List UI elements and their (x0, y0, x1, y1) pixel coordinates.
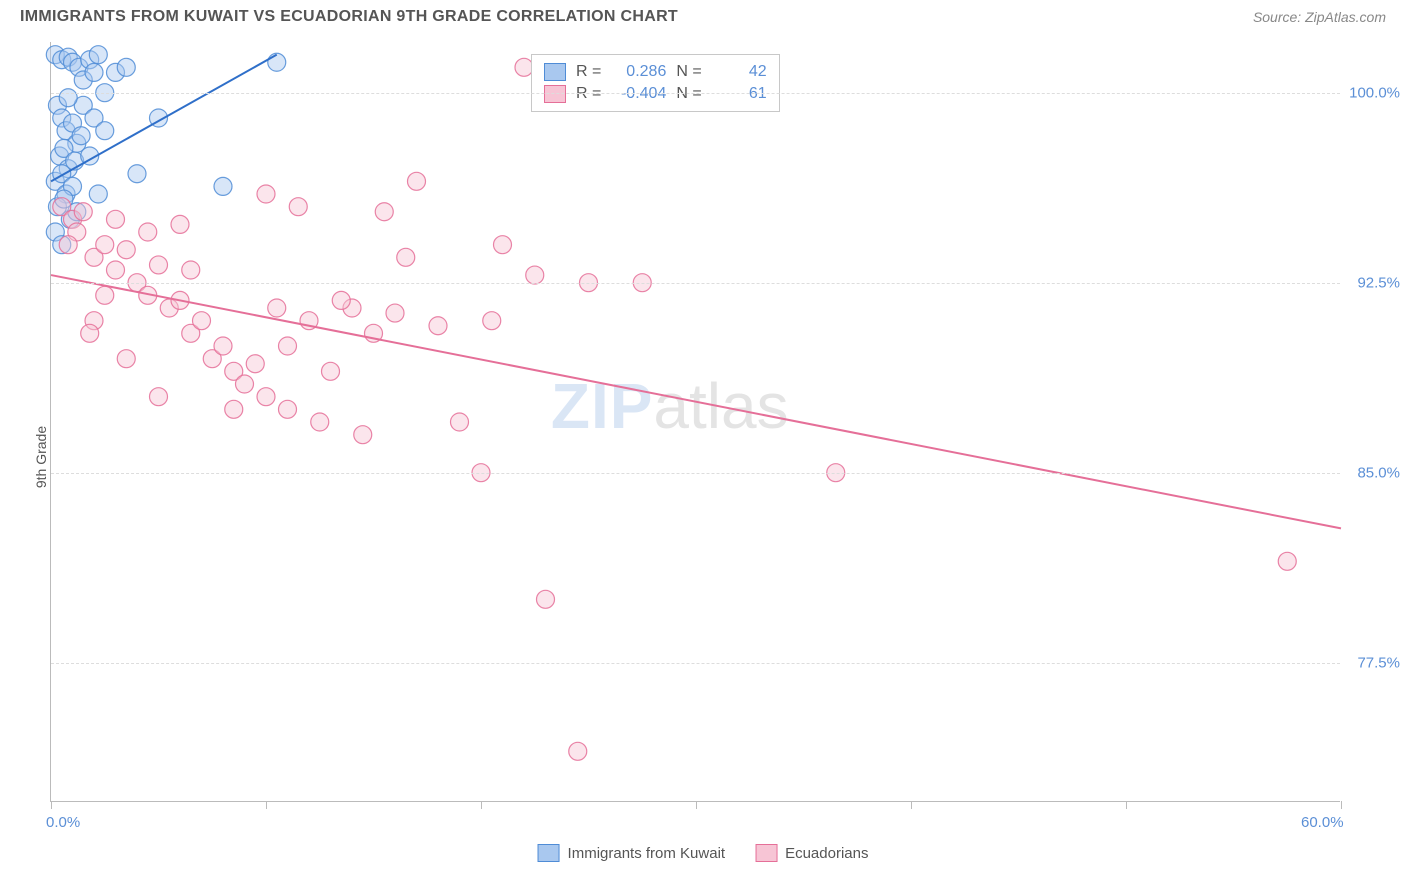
scatter-point (289, 198, 307, 216)
chart-title: IMMIGRANTS FROM KUWAIT VS ECUADORIAN 9TH… (20, 8, 678, 26)
ytick-label: 85.0% (1357, 464, 1400, 481)
scatter-point (322, 362, 340, 380)
scatter-point (429, 317, 447, 335)
scatter-point (117, 241, 135, 259)
scatter-point (408, 172, 426, 190)
scatter-point (257, 185, 275, 203)
stat-n-value: 61 (712, 85, 767, 103)
legend-label: Ecuadorians (785, 845, 868, 862)
xtick (1126, 801, 1127, 809)
scatter-point (117, 350, 135, 368)
plot-svg (51, 42, 1340, 801)
stat-r-label: R = (576, 63, 601, 81)
scatter-point (236, 375, 254, 393)
legend-stats-box: R = 0.286 N = 42 R = -0.404 N = 61 (531, 54, 780, 112)
plot-area: ZIPatlas R =0.286N =42R =-0.404N =61 77.… (50, 42, 1340, 802)
gridline-h (51, 663, 1340, 664)
scatter-point (225, 400, 243, 418)
stat-n-label: N = (676, 85, 701, 103)
gridline-h (51, 283, 1340, 284)
scatter-point (397, 248, 415, 266)
legend-swatch (755, 844, 777, 862)
ytick-label: 100.0% (1349, 84, 1400, 101)
scatter-point (214, 337, 232, 355)
scatter-point (74, 203, 92, 221)
scatter-point (311, 413, 329, 431)
scatter-point (332, 291, 350, 309)
scatter-point (483, 312, 501, 330)
scatter-point (96, 286, 114, 304)
xtick-label: 0.0% (46, 814, 80, 831)
scatter-point (72, 127, 90, 145)
scatter-point (257, 388, 275, 406)
scatter-point (107, 261, 125, 279)
scatter-point (569, 742, 587, 760)
gridline-h (51, 473, 1340, 474)
stat-n-value: 42 (712, 63, 767, 81)
scatter-point (96, 236, 114, 254)
scatter-point (268, 53, 286, 71)
xtick (51, 801, 52, 809)
legend-bottom: Immigrants from Kuwait Ecuadorians (538, 844, 869, 862)
scatter-point (279, 400, 297, 418)
scatter-point (96, 122, 114, 140)
ytick-label: 77.5% (1357, 654, 1400, 671)
xtick (266, 801, 267, 809)
xtick (1341, 801, 1342, 809)
scatter-point (171, 215, 189, 233)
legend-label: Immigrants from Kuwait (568, 845, 726, 862)
scatter-point (182, 261, 200, 279)
scatter-point (268, 299, 286, 317)
xtick (481, 801, 482, 809)
scatter-point (451, 413, 469, 431)
stat-r-value: -0.404 (611, 85, 666, 103)
scatter-point (89, 185, 107, 203)
scatter-point (354, 426, 372, 444)
y-axis-label: 9th Grade (33, 426, 49, 488)
scatter-point (107, 210, 125, 228)
gridline-h (51, 93, 1340, 94)
scatter-point (386, 304, 404, 322)
scatter-point (59, 89, 77, 107)
scatter-point (193, 312, 211, 330)
scatter-point (117, 58, 135, 76)
scatter-point (150, 388, 168, 406)
scatter-point (526, 266, 544, 284)
stat-r-label: R = (576, 85, 601, 103)
legend-stats-row: R = 0.286 N = 42 (544, 61, 767, 83)
stat-n-label: N = (676, 63, 701, 81)
scatter-point (81, 324, 99, 342)
source-attribution: Source: ZipAtlas.com (1253, 9, 1386, 25)
scatter-point (537, 590, 555, 608)
stat-r-value: 0.286 (611, 63, 666, 81)
xtick-label: 60.0% (1301, 814, 1344, 831)
xtick (911, 801, 912, 809)
scatter-point (89, 46, 107, 64)
legend-item: Immigrants from Kuwait (538, 844, 726, 862)
legend-swatch (544, 63, 566, 81)
scatter-point (375, 203, 393, 221)
legend-swatch (538, 844, 560, 862)
scatter-point (150, 256, 168, 274)
chart-header: IMMIGRANTS FROM KUWAIT VS ECUADORIAN 9TH… (0, 0, 1406, 32)
scatter-point (494, 236, 512, 254)
trend-line (51, 275, 1341, 528)
scatter-point (85, 63, 103, 81)
legend-item: Ecuadorians (755, 844, 868, 862)
scatter-point (59, 236, 77, 254)
scatter-point (279, 337, 297, 355)
legend-swatch (544, 85, 566, 103)
chart-container: 9th Grade ZIPatlas R =0.286N =42R =-0.40… (0, 32, 1406, 882)
scatter-point (128, 165, 146, 183)
scatter-point (246, 355, 264, 373)
legend-stats-row: R = -0.404 N = 61 (544, 83, 767, 105)
scatter-point (214, 177, 232, 195)
scatter-point (139, 223, 157, 241)
ytick-label: 92.5% (1357, 274, 1400, 291)
scatter-point (1278, 552, 1296, 570)
xtick (696, 801, 697, 809)
